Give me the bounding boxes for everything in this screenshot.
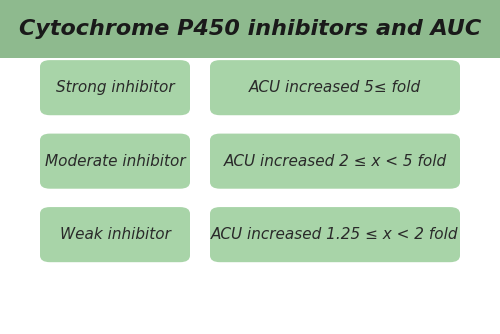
Text: Weak inhibitor: Weak inhibitor (60, 227, 170, 242)
FancyBboxPatch shape (40, 60, 190, 115)
FancyBboxPatch shape (210, 60, 460, 115)
FancyBboxPatch shape (210, 207, 460, 262)
Text: ACU increased 1.25 ≤ x < 2 fold: ACU increased 1.25 ≤ x < 2 fold (211, 227, 458, 242)
Text: Strong inhibitor: Strong inhibitor (56, 80, 174, 95)
Text: ACU increased 5≤ fold: ACU increased 5≤ fold (249, 80, 421, 95)
Text: Cytochrome P450 inhibitors and AUC: Cytochrome P450 inhibitors and AUC (19, 19, 481, 39)
FancyBboxPatch shape (210, 134, 460, 189)
Text: ACU increased 2 ≤ x < 5 fold: ACU increased 2 ≤ x < 5 fold (224, 154, 446, 169)
FancyBboxPatch shape (40, 207, 190, 262)
FancyBboxPatch shape (40, 134, 190, 189)
FancyBboxPatch shape (0, 0, 500, 58)
Text: Moderate inhibitor: Moderate inhibitor (44, 154, 186, 169)
